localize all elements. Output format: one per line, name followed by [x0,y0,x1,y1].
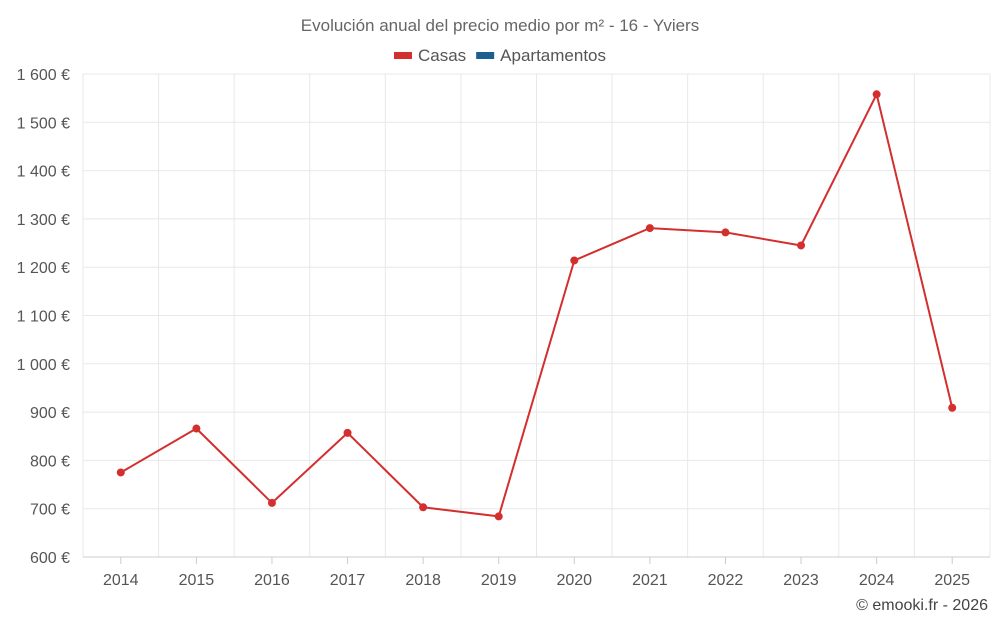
x-tick-label: 2019 [481,572,517,589]
x-tick-label: 2024 [859,572,895,589]
y-tick-label: 1 000 € [17,357,70,374]
series-layer [116,90,957,521]
y-tick-label: 1 200 € [17,260,70,277]
data-point[interactable] [419,503,428,512]
y-tick-label: 900 € [30,405,70,422]
x-tick-label: 2023 [783,572,819,589]
x-tick-label: 2015 [179,572,215,589]
data-point[interactable] [872,90,881,99]
data-point[interactable] [116,468,125,477]
data-point[interactable] [343,428,352,437]
x-tick-label: 2017 [330,572,366,589]
data-point[interactable] [267,498,276,507]
x-tick-label: 2021 [632,572,668,589]
x-tick-label: 2025 [934,572,970,589]
data-point[interactable] [192,424,201,433]
chart-title: Evolución anual del precio medio por m² … [301,16,699,35]
y-tick-label: 1 100 € [17,309,70,326]
y-tick-label: 1 500 € [17,115,70,132]
y-tick-label: 1 600 € [17,67,70,84]
y-tick-label: 800 € [30,453,70,470]
grid-lines [82,73,991,557]
y-tick-label: 1 300 € [17,212,70,229]
y-axis: 600 € 700 € 800 € 900 € 1 000 € 1 100 € 1 200 … [17,67,70,567]
x-axis: 2014 2015 2016 2017 2018 2019 2020 2021 2022 2023… [83,556,990,589]
data-point[interactable] [721,228,730,237]
credit-text: © emooki.fr - 2026 [856,597,988,614]
data-point[interactable] [797,241,806,250]
y-tick-label: 1 400 € [17,164,70,181]
legend-label: Casas [418,46,466,65]
x-tick-label: 2018 [405,572,441,589]
legend-item-apartamentos[interactable]: Apartamentos [476,46,606,65]
x-tick-label: 2022 [708,572,744,589]
data-point[interactable] [570,256,579,265]
data-point[interactable] [948,403,957,412]
legend-item-casas[interactable]: Casas [393,46,466,65]
y-tick-label: 700 € [30,502,70,519]
legend-label: Apartamentos [500,46,606,65]
legend-swatch [476,52,495,59]
y-tick-label: 600 € [30,550,70,567]
x-tick-label: 2020 [556,572,592,589]
x-tick-label: 2014 [103,572,139,589]
series-line-casas [120,91,954,518]
legend-swatch [393,52,412,59]
data-point[interactable] [494,512,503,521]
data-point[interactable] [645,224,654,233]
x-tick-label: 2016 [254,572,290,589]
legend[interactable]: Casas Apartamentos [393,46,606,65]
